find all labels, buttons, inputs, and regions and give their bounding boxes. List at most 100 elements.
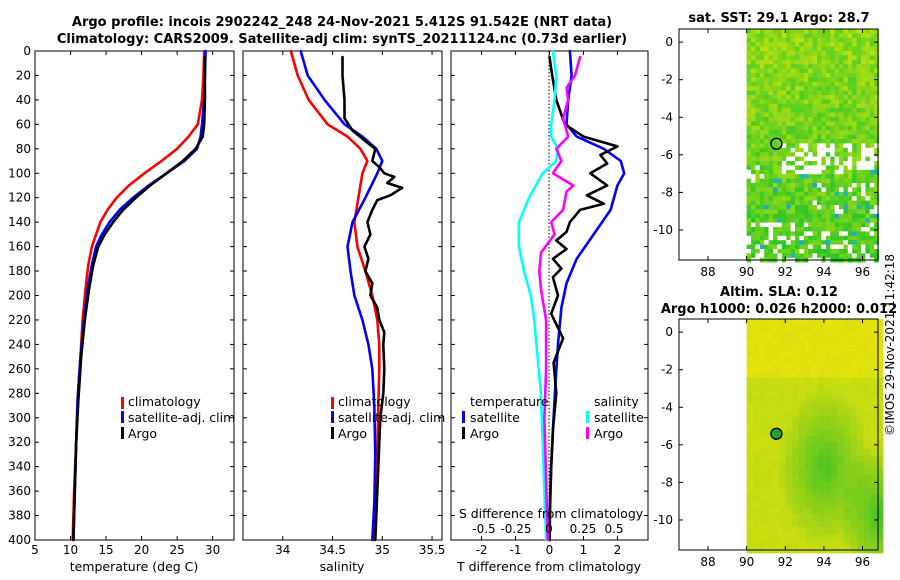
- heatmap-cell: [850, 416, 858, 424]
- heatmap-cell: [764, 112, 769, 118]
- heatmap-cell: [863, 514, 871, 521]
- heatmap-cell: [808, 178, 813, 184]
- heatmap-cell: [874, 213, 879, 219]
- heatmap-cell: [817, 183, 822, 188]
- heatmap-cell: [759, 410, 767, 417]
- heatmap-cell: [746, 540, 754, 547]
- heatmap-cell: [790, 139, 796, 144]
- heatmap-cell: [825, 178, 831, 184]
- heatmap-cell: [817, 161, 822, 166]
- heatmap-cell: [764, 240, 769, 245]
- heatmap-cell: [759, 244, 765, 250]
- heatmap-cell: [824, 319, 832, 326]
- heatmap-cell: [847, 222, 853, 228]
- heatmap-cell: [795, 59, 800, 65]
- heatmap-cell: [861, 244, 866, 250]
- heatmap-cell: [850, 390, 858, 398]
- heatmap-cell: [746, 442, 754, 450]
- heatmap-cell: [825, 174, 831, 179]
- heatmap-cell: [805, 488, 812, 495]
- heatmap-cell: [857, 423, 864, 430]
- heatmap-cell: [818, 514, 825, 521]
- heatmap-cell: [844, 371, 851, 378]
- heatmap-cell: [790, 59, 796, 65]
- heatmap-cell: [817, 227, 822, 232]
- heatmap-cell: [857, 338, 864, 346]
- heatmap-cell: [781, 143, 787, 149]
- heatmap-cell: [870, 514, 877, 521]
- heatmap-cell: [779, 468, 786, 476]
- heatmap-cell: [790, 99, 796, 105]
- heatmap-cell: [795, 244, 800, 250]
- heatmap-cell: [808, 29, 813, 34]
- heatmap-cell: [759, 55, 765, 61]
- heatmap-cell: [764, 187, 769, 193]
- heatmap-cell: [746, 244, 752, 250]
- heatmap-cell: [847, 125, 853, 131]
- heatmap-cell: [856, 222, 862, 228]
- heatmap-cell: [755, 130, 761, 135]
- heatmap-cell: [751, 143, 756, 149]
- x-tick-label: 34: [275, 543, 290, 557]
- heatmap-cell: [746, 37, 752, 43]
- heatmap-cell: [768, 156, 774, 162]
- heatmap-cell: [843, 51, 849, 56]
- heatmap-cell: [844, 436, 851, 443]
- y-tick-label: 240: [8, 337, 31, 351]
- heatmap-cell: [759, 81, 765, 87]
- heatmap-cell: [798, 384, 806, 391]
- heatmap-cell: [773, 244, 778, 250]
- heatmap-cell: [795, 209, 800, 215]
- heatmap-cell: [825, 200, 831, 206]
- heatmap-cell: [861, 169, 866, 175]
- heatmap-cell: [830, 209, 835, 215]
- heatmap-cell: [746, 325, 754, 333]
- heatmap-cell: [817, 108, 822, 113]
- heatmap-cell: [790, 130, 796, 135]
- heatmap-cell: [817, 200, 822, 206]
- heatmap-cell: [764, 213, 769, 219]
- heatmap-cell: [837, 449, 845, 456]
- heatmap-cell: [837, 527, 845, 534]
- heatmap-cell: [759, 377, 767, 385]
- heatmap-cell: [850, 384, 858, 391]
- heatmap-cell: [803, 156, 809, 162]
- heatmap-cell: [785, 455, 793, 463]
- heatmap-cell: [856, 147, 862, 153]
- heatmap-cell: [817, 130, 822, 135]
- heatmap-cell: [795, 169, 800, 175]
- heatmap-cell: [781, 108, 787, 113]
- heatmap-cell: [773, 68, 778, 74]
- heatmap-cell: [856, 218, 862, 223]
- heatmap-cell: [773, 121, 778, 127]
- heatmap-cell: [766, 377, 773, 385]
- heatmap-cell: [839, 73, 844, 78]
- heatmap-cell: [818, 358, 825, 365]
- heatmap-cell: [839, 218, 844, 223]
- heatmap-cell: [799, 64, 805, 69]
- heatmap-cell: [759, 345, 767, 352]
- heatmap-cell: [805, 533, 812, 541]
- heatmap-cell: [821, 235, 827, 241]
- heatmap-cell: [861, 51, 866, 56]
- heatmap-cell: [808, 139, 813, 144]
- heatmap-cell: [830, 152, 835, 157]
- heatmap-cell: [837, 520, 845, 528]
- heatmap-cell: [798, 507, 806, 515]
- heatmap-cell: [777, 161, 783, 166]
- heatmap-cell: [759, 68, 765, 74]
- land-area: [679, 29, 747, 260]
- heatmap-cell: [861, 46, 866, 52]
- y-tick-label: 160: [8, 240, 31, 254]
- heatmap-cell: [799, 147, 805, 153]
- heatmap-cell: [786, 139, 791, 144]
- heatmap-cell: [755, 103, 761, 109]
- heatmap-cell: [811, 481, 819, 489]
- heatmap-cell: [746, 351, 754, 359]
- heatmap-cell: [821, 86, 827, 91]
- heatmap-cell: [746, 165, 752, 171]
- heatmap-cell: [790, 77, 796, 83]
- heatmap-cell: [781, 200, 787, 206]
- salinity-xlabel: salinity: [320, 559, 365, 574]
- heatmap-cell: [839, 178, 844, 184]
